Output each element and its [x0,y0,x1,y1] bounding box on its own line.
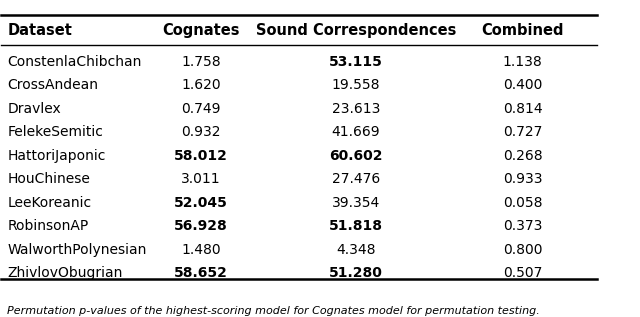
Text: 0.400: 0.400 [503,78,542,92]
Text: 0.932: 0.932 [181,125,221,139]
Text: 0.058: 0.058 [502,196,542,210]
Text: 1.138: 1.138 [502,55,542,69]
Text: 0.373: 0.373 [503,219,542,233]
Text: 0.268: 0.268 [502,149,542,163]
Text: 0.727: 0.727 [503,125,542,139]
Text: CrossAndean: CrossAndean [7,78,99,92]
Text: Sound Correspondences: Sound Correspondences [255,23,456,37]
Text: Cognates: Cognates [162,23,239,37]
Text: 53.115: 53.115 [329,55,383,69]
Text: 58.652: 58.652 [174,266,228,280]
Text: Combined: Combined [481,23,564,37]
Text: 56.928: 56.928 [174,219,228,233]
Text: 51.280: 51.280 [329,266,383,280]
Text: Permutation p-values of the highest-scoring model for Cognates model for permuta: Permutation p-values of the highest-scor… [7,306,540,316]
Text: 19.558: 19.558 [332,78,380,92]
Text: Dravlex: Dravlex [7,102,61,116]
Text: 0.814: 0.814 [502,102,542,116]
Text: 0.749: 0.749 [181,102,221,116]
Text: 60.602: 60.602 [329,149,383,163]
Text: 23.613: 23.613 [332,102,380,116]
Text: 1.620: 1.620 [181,78,221,92]
Text: 0.800: 0.800 [502,243,542,257]
Text: 51.818: 51.818 [329,219,383,233]
Text: HattoriJaponic: HattoriJaponic [7,149,106,163]
Text: FelekeSemitic: FelekeSemitic [7,125,103,139]
Text: 1.480: 1.480 [181,243,221,257]
Text: 58.012: 58.012 [174,149,228,163]
Text: 3.011: 3.011 [181,172,221,186]
Text: ZhivlovObugrian: ZhivlovObugrian [7,266,123,280]
Text: 39.354: 39.354 [332,196,380,210]
Text: 41.669: 41.669 [332,125,380,139]
Text: LeeKoreanic: LeeKoreanic [7,196,92,210]
Text: 1.758: 1.758 [181,55,221,69]
Text: 27.476: 27.476 [332,172,380,186]
Text: 0.933: 0.933 [502,172,542,186]
Text: 0.507: 0.507 [503,266,542,280]
Text: 52.045: 52.045 [174,196,228,210]
Text: Dataset: Dataset [7,23,72,37]
Text: ConstenlaChibchan: ConstenlaChibchan [7,55,141,69]
Text: HouChinese: HouChinese [7,172,90,186]
Text: RobinsonAP: RobinsonAP [7,219,88,233]
Text: WalworthPolynesian: WalworthPolynesian [7,243,147,257]
Text: 4.348: 4.348 [336,243,376,257]
